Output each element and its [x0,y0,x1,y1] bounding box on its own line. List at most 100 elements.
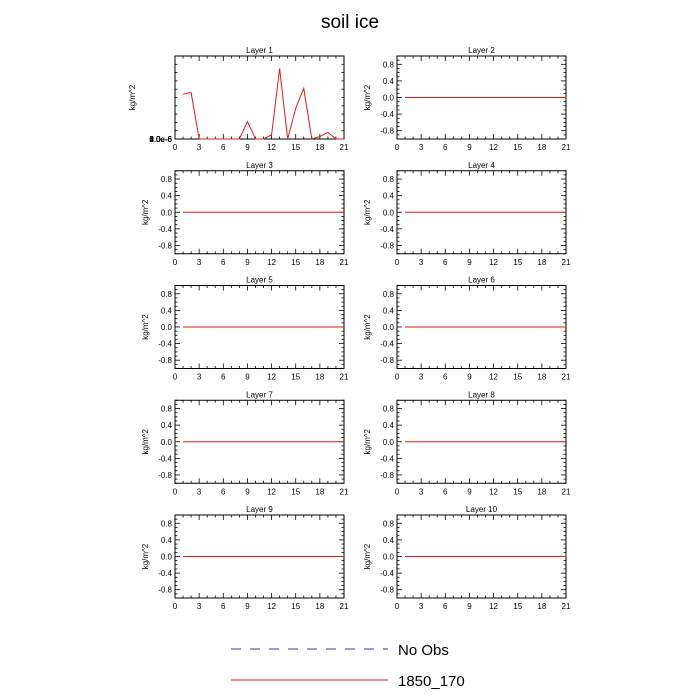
panel-title: Layer 7 [246,390,273,399]
y-tick-label: 0.8 [161,405,173,414]
y-tick-label: -0.8 [158,586,172,595]
x-tick-label: 9 [467,258,472,267]
x-tick-label: 21 [562,258,571,267]
y-tick-label: -0.4 [380,340,394,349]
panel-layer-10: Layer 10 0 3 6 9 12 15 18 21 -0.8 -0.4 0.0 0.4 0.8 kg/… [363,505,571,611]
x-tick-label: 18 [537,487,546,496]
y-tick-label: 5.0e-6 [149,135,172,144]
x-tick-label: 3 [419,602,424,611]
y-tick-label: 0.4 [161,192,173,201]
y-tick-label: -0.4 [158,569,172,578]
y-tick-label: 0.8 [161,175,173,184]
y-tick-label: 3.0e-6 [149,135,172,144]
y-tick-label: -0.4 [380,110,394,119]
x-tick-label: 0 [173,487,178,496]
panel-title: Layer 1 [246,46,273,55]
y-tick-label: 0.0 [161,553,173,562]
y-tick-label: -0.4 [380,569,394,578]
x-tick-label: 12 [489,143,498,152]
x-tick-label: 12 [489,602,498,611]
y-tick-label: 0.4 [383,192,395,201]
y-tick-label: 0.0e-6 [149,135,172,144]
x-tick-label: 6 [221,373,226,382]
x-tick-label: 18 [315,373,324,382]
y-tick-label: 0.0 [383,553,395,562]
y-tick-label: 0.4 [383,77,395,86]
y-tick-label: -0.8 [380,471,394,480]
panel-layer-8: Layer 8 0 3 6 9 12 15 18 21 -0.8 -0.4 0.0 0.4 0.8 kg/m… [363,390,571,496]
y-axis-label: kg/m^2 [141,428,150,454]
panel-layer-4: Layer 4 0 3 6 9 12 15 18 21 -0.8 -0.4 0.0 0.4 0.8 kg/m… [363,161,571,267]
y-tick-label: -0.4 [158,225,172,234]
x-tick-label: 0 [395,373,400,382]
panel-title: Layer 8 [468,390,495,399]
x-tick-label: 15 [291,258,300,267]
panel-layer-5: Layer 5 0 3 6 9 12 15 18 21 -0.8 -0.4 0.0 0.4 0.8 kg/m… [141,276,349,382]
y-tick-label: 0.4 [383,306,395,315]
y-axis-label: kg/m^2 [141,314,150,340]
y-tick-label: 0.8 [161,519,173,528]
x-tick-label: 12 [267,602,276,611]
panel-layer-1: Layer 1 0 3 6 9 12 15 18 21 0.0e-61.0e-62.0e-63.0… [128,46,349,152]
x-tick-label: 18 [537,373,546,382]
x-tick-label: 6 [221,487,226,496]
x-tick-label: 6 [443,258,448,267]
x-tick-label: 18 [315,487,324,496]
x-tick-label: 6 [221,258,226,267]
y-axis-label: kg/m^2 [363,428,372,454]
x-tick-label: 12 [489,373,498,382]
x-tick-label: 3 [419,143,424,152]
x-tick-label: 0 [173,602,178,611]
x-tick-label: 3 [419,258,424,267]
y-tick-label: 0.0 [383,438,395,447]
x-tick-label: 21 [562,487,571,496]
y-tick-label: 0.0 [383,323,395,332]
x-tick-label: 12 [489,258,498,267]
x-tick-label: 9 [245,602,250,611]
y-axis-label: kg/m^2 [141,199,150,225]
y-tick-label: 2.0e-6 [149,135,172,144]
x-tick-label: 6 [443,487,448,496]
panel-title: Layer 9 [246,505,273,514]
panel-title: Layer 4 [468,161,495,170]
x-tick-label: 9 [467,602,472,611]
x-tick-label: 15 [291,487,300,496]
y-tick-label: 0.8 [161,290,173,299]
x-tick-label: 21 [340,602,349,611]
y-tick-label: -0.4 [380,225,394,234]
x-tick-label: 15 [513,143,522,152]
y-tick-label: 0.8 [383,519,395,528]
y-tick-label: -0.4 [158,454,172,463]
legend-model-label: 1850_170 [398,673,465,690]
y-tick-label: 0.0 [161,208,173,217]
x-tick-label: 9 [467,143,472,152]
x-tick-label: 18 [315,602,324,611]
y-tick-label: 0.0 [383,94,395,103]
y-tick-label: -0.8 [158,471,172,480]
x-tick-label: 9 [245,487,250,496]
y-tick-label: 1.0e-6 [149,135,172,144]
series-line-1850-170 [182,68,344,140]
legend-no-obs-label: No Obs [398,642,449,659]
x-tick-label: 15 [513,487,522,496]
x-tick-label: 3 [197,143,202,152]
x-tick-label: 21 [340,487,349,496]
x-tick-label: 15 [513,258,522,267]
x-tick-label: 0 [173,143,178,152]
y-tick-label: 0.0 [161,323,173,332]
x-tick-label: 3 [419,487,424,496]
y-tick-label: -0.8 [380,356,394,365]
x-tick-label: 9 [467,373,472,382]
x-tick-label: 6 [443,602,448,611]
x-tick-label: 0 [395,602,400,611]
y-axis-label: kg/m^2 [363,314,372,340]
x-tick-label: 3 [197,602,202,611]
y-tick-label: 0.4 [161,306,173,315]
x-tick-label: 21 [340,258,349,267]
y-tick-label: 0.4 [383,421,395,430]
panels-grid: Layer 1 0 3 6 9 12 15 18 21 0.0e-61.0e-62.0e-63.0… [128,46,571,611]
panel-title: Layer 2 [468,46,495,55]
x-tick-label: 15 [291,143,300,152]
y-axis-label: kg/m^2 [141,543,150,569]
x-tick-label: 9 [245,143,250,152]
